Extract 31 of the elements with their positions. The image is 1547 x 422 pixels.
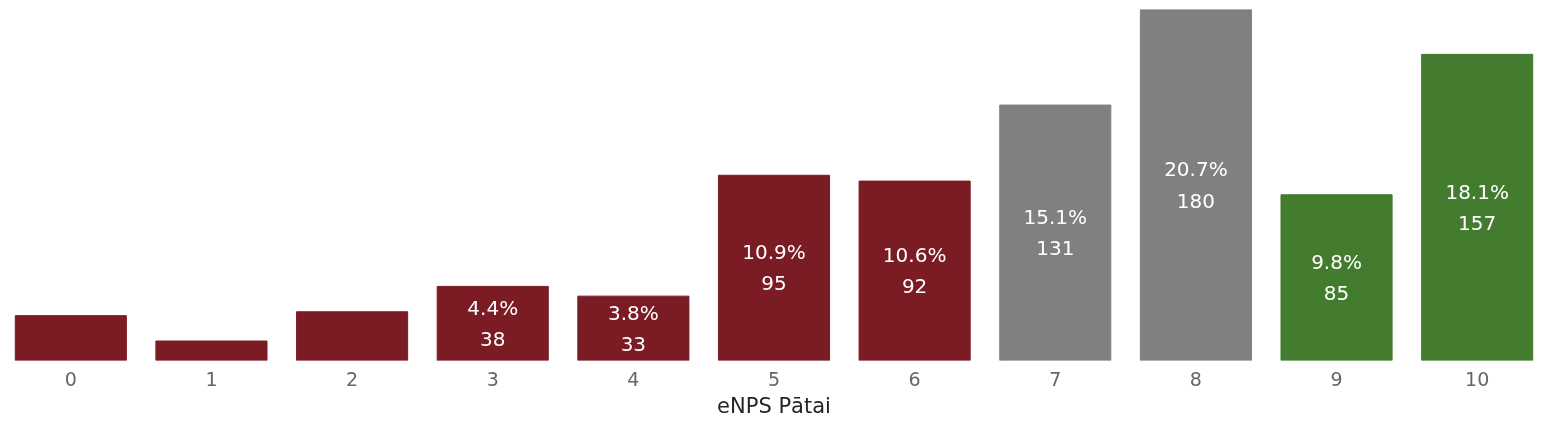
data-label: 10.9% 95 [742,240,806,296]
bar [155,340,268,361]
x-tick-label: 10 [1465,367,1490,390]
data-label: 18.1% 157 [1445,179,1509,236]
x-tick-label: 6 [908,367,921,390]
bar [999,104,1112,361]
x-tick-label: 8 [1189,367,1202,390]
data-label: 4.4% 38 [467,295,519,352]
x-tick-label: 7 [1049,367,1062,390]
bar [1421,53,1534,361]
x-axis-title: eNPS Pātai [717,393,831,418]
data-label: 9.8% 85 [1311,250,1362,306]
x-tick-label: 4 [627,367,640,390]
x-tick-label: 5 [767,367,781,390]
data-label: 10.6% 92 [882,243,947,299]
bar [577,295,690,361]
x-tick-label: 9 [1330,367,1343,390]
x-tick-label: 1 [205,367,218,390]
data-label: 20.7% 180 [1164,157,1228,213]
x-tick-label: 3 [486,367,499,390]
bar [1139,9,1252,361]
bar [858,180,971,361]
bar [1280,194,1393,361]
bar [14,315,127,361]
bar [717,174,831,361]
x-tick-label: 0 [64,367,77,390]
bar [296,311,409,361]
data-label: 3.8% 33 [607,300,659,356]
x-tick-label: 2 [346,367,359,390]
bar [436,285,549,361]
data-label: 15.1% 131 [1023,205,1088,261]
